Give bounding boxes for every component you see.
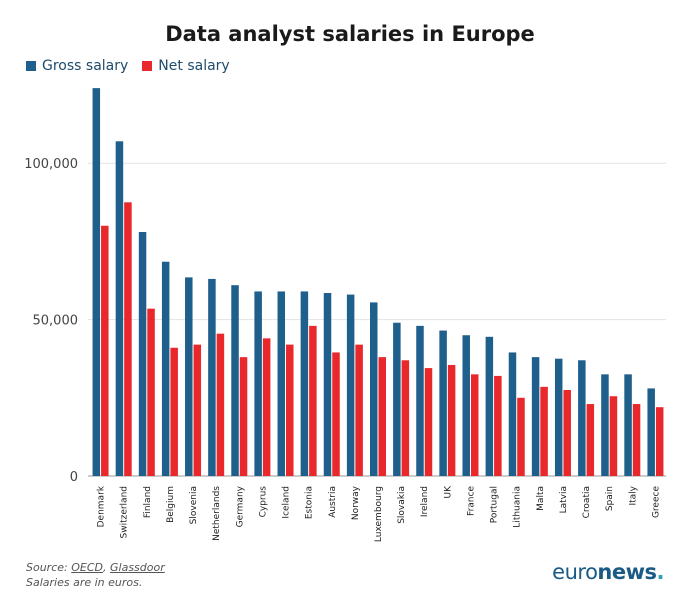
source-link-glassdoor[interactable]: Glassdoor [110,561,165,574]
y-tick-label: 0 [70,470,78,485]
x-tick-label: Slovenia [189,486,199,524]
logo-part1: euro [552,560,598,584]
bar-gross-salary [323,293,332,476]
x-tick-label: Belgium [166,486,176,523]
euronews-logo: euronews. [552,560,664,584]
bar-net-salary [378,357,386,476]
bar-gross-salary [508,352,517,476]
x-tick-label: Latvia [559,486,569,513]
legend-label-gross: Gross salary [42,58,129,74]
salary-note: Salaries are in euros. [26,576,143,589]
bar-net-salary [262,338,271,476]
bar-gross-salary [115,141,124,476]
x-tick-label: Malta [536,486,546,511]
bar-net-salary [655,407,664,476]
bar-gross-salary [231,285,239,476]
x-tick-label: Netherlands [212,486,222,541]
x-tick-label: Portugal [490,486,500,523]
bar-net-salary [494,375,502,476]
bar-gross-salary [485,336,494,476]
bar-gross-salary [277,291,286,476]
bar-net-salary [286,344,294,476]
x-tick-label: Cyprus [258,486,268,518]
bar-gross-salary [393,322,401,476]
legend-item-gross: Gross salary [26,58,128,74]
bar-gross-salary [554,358,563,476]
bar-gross-salary [601,374,609,476]
x-tick-label: Norway [351,485,361,520]
legend-swatch-net [142,61,153,71]
x-tick-label: Greece [651,486,661,518]
x-tick-label: Denmark [97,485,107,527]
bar-gross-salary [416,325,424,476]
legend: Gross salary Net salary [26,58,230,74]
bar-net-salary [540,386,548,476]
bar-net-salary [609,396,618,476]
x-tick-label: Slovakia [397,486,407,524]
bar-net-salary [470,374,479,476]
bar-net-salary [447,364,456,476]
x-tick-label: Croatia [582,486,592,518]
x-tick-label: UK [443,485,453,499]
bar-gross-salary [462,335,470,476]
bar-net-salary [124,202,132,477]
x-tick-label: Germany [235,485,245,527]
bar-gross-salary [439,330,447,476]
bar-net-salary [101,225,109,476]
bar-net-salary [563,389,571,476]
x-tick-label: Spain [605,486,615,511]
x-tick-label: Finland [143,486,153,518]
bar-gross-salary [92,88,101,477]
bar-net-salary [401,360,410,476]
x-tick-label: Lithuania [513,486,523,528]
bar-gross-salary [161,261,170,476]
x-tick-label: Austria [328,486,338,518]
x-tick-label: France [466,486,476,516]
x-tick-label: Ireland [420,486,430,517]
bar-net-salary [586,404,595,476]
y-tick-label: 50,000 [33,314,79,329]
bar-net-salary [216,333,225,476]
bar-net-salary [309,325,317,476]
bar-gross-salary [346,294,355,476]
legend-label-net: Net salary [158,58,230,74]
legend-item-net: Net salary [142,58,230,74]
bar-net-salary [424,368,433,476]
bar-net-salary [170,347,178,476]
source-prefix: Source: [26,561,72,574]
bar-net-salary [332,352,340,476]
legend-swatch-gross [26,61,36,71]
y-tick-label: 100,000 [24,157,78,172]
bar-net-salary [193,344,202,476]
source-link-oecd[interactable]: OECD [71,561,103,574]
x-tick-label: Italy [628,485,638,505]
bar-gross-salary [300,291,309,476]
bar-net-salary [147,308,155,476]
bar-gross-salary [370,302,378,476]
logo-part2: news [597,560,657,584]
bar-gross-salary [531,357,540,476]
bar-net-salary [239,357,248,476]
x-tick-label: Iceland [282,486,292,519]
bar-gross-salary [647,388,655,476]
x-tick-label: Luxembourg [374,486,384,542]
logo-dot: . [656,560,665,584]
bar-gross-salary [254,291,262,476]
bar-gross-salary [208,278,216,476]
source-separator: , [103,561,110,574]
bar-gross-salary [185,277,193,476]
source-line: Source: OECD, Glassdoor [26,560,165,575]
x-tick-label: Estonia [305,486,315,519]
bar-net-salary [355,344,363,476]
bar-gross-salary [138,232,147,476]
chart-title: Data analyst salaries in Europe [165,22,535,46]
bar-gross-salary [624,374,632,476]
bar-net-salary [517,397,525,476]
source-footer: Source: OECD, Glassdoor Salaries are in … [26,560,165,590]
x-tick-label: Switzerland [120,486,130,539]
bar-net-salary [632,404,641,476]
bar-gross-salary [578,360,586,476]
